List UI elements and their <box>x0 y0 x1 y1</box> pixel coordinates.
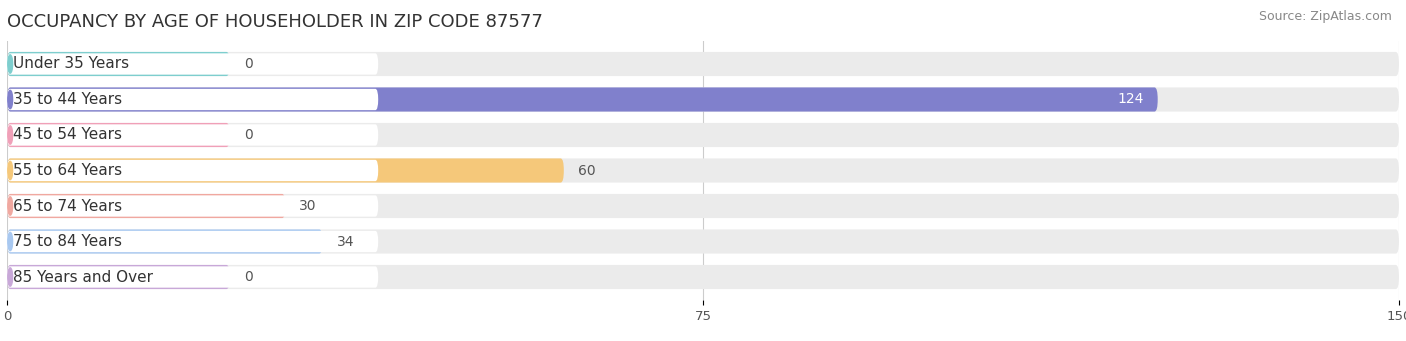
Text: 45 to 54 Years: 45 to 54 Years <box>13 128 122 143</box>
FancyBboxPatch shape <box>7 195 378 217</box>
Text: 55 to 64 Years: 55 to 64 Years <box>13 163 122 178</box>
Circle shape <box>8 90 13 109</box>
Circle shape <box>8 126 13 144</box>
Text: 0: 0 <box>243 57 253 71</box>
FancyBboxPatch shape <box>7 265 1399 289</box>
FancyBboxPatch shape <box>7 159 564 182</box>
FancyBboxPatch shape <box>7 52 229 76</box>
FancyBboxPatch shape <box>7 160 378 181</box>
FancyBboxPatch shape <box>7 124 378 146</box>
Text: Source: ZipAtlas.com: Source: ZipAtlas.com <box>1258 10 1392 23</box>
Circle shape <box>8 232 13 251</box>
Text: 0: 0 <box>243 128 253 142</box>
FancyBboxPatch shape <box>7 229 322 254</box>
Text: 34: 34 <box>336 235 354 249</box>
FancyBboxPatch shape <box>7 194 1399 218</box>
FancyBboxPatch shape <box>7 231 378 252</box>
Text: 60: 60 <box>578 163 595 178</box>
FancyBboxPatch shape <box>7 52 1399 76</box>
Text: 85 Years and Over: 85 Years and Over <box>13 269 153 284</box>
FancyBboxPatch shape <box>7 89 378 110</box>
FancyBboxPatch shape <box>7 123 1399 147</box>
Text: Under 35 Years: Under 35 Years <box>13 57 129 72</box>
Text: 75 to 84 Years: 75 to 84 Years <box>13 234 122 249</box>
Circle shape <box>8 55 13 73</box>
Text: 65 to 74 Years: 65 to 74 Years <box>13 198 122 213</box>
Circle shape <box>8 161 13 180</box>
FancyBboxPatch shape <box>7 265 229 289</box>
FancyBboxPatch shape <box>7 123 229 147</box>
Circle shape <box>8 268 13 286</box>
Text: OCCUPANCY BY AGE OF HOUSEHOLDER IN ZIP CODE 87577: OCCUPANCY BY AGE OF HOUSEHOLDER IN ZIP C… <box>7 13 543 31</box>
Circle shape <box>8 197 13 215</box>
Text: 35 to 44 Years: 35 to 44 Years <box>13 92 122 107</box>
FancyBboxPatch shape <box>7 87 1399 112</box>
FancyBboxPatch shape <box>7 229 1399 254</box>
Text: 124: 124 <box>1118 92 1144 106</box>
FancyBboxPatch shape <box>7 87 1157 112</box>
FancyBboxPatch shape <box>7 266 378 288</box>
Text: 0: 0 <box>243 270 253 284</box>
Text: 30: 30 <box>299 199 316 213</box>
FancyBboxPatch shape <box>7 159 1399 182</box>
FancyBboxPatch shape <box>7 53 378 75</box>
FancyBboxPatch shape <box>7 194 285 218</box>
